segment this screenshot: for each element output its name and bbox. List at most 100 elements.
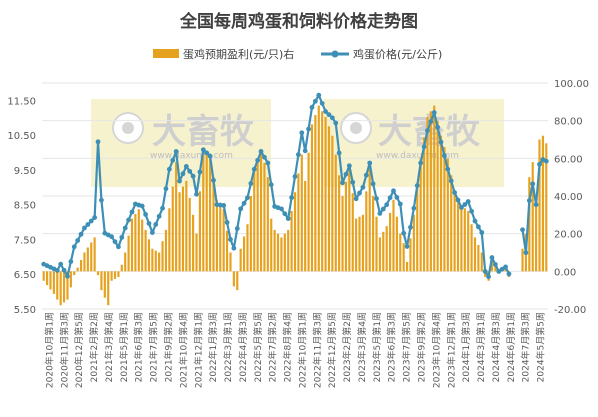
x-tick-label: 2024年3月第1周 [475, 312, 487, 382]
x-tick-label: 2022年4月第3周 [237, 312, 249, 382]
egg-price-point [333, 120, 339, 126]
profit-bar [259, 148, 263, 272]
profit-bar [161, 241, 164, 272]
y-right-tick-label: -20.00 [554, 305, 586, 316]
profit-bar [375, 216, 378, 272]
profit-bar [120, 264, 123, 272]
profit-bar [293, 192, 297, 272]
profit-bar [124, 252, 127, 272]
egg-price-point [530, 181, 536, 187]
egg-price-line [41, 92, 549, 280]
profit-bar [73, 271, 76, 276]
egg-price-point [486, 274, 491, 280]
egg-price-point [336, 150, 342, 156]
profit-bar [127, 235, 130, 272]
profit-bar [185, 180, 188, 272]
profit-bar [429, 111, 432, 272]
profit-bar [473, 237, 477, 272]
profit-bar [422, 137, 426, 272]
profit-bar [443, 147, 446, 272]
egg-price-point [469, 208, 474, 214]
x-tick-label: 2024年5月第5周 [535, 312, 547, 382]
egg-price-point [200, 147, 206, 153]
egg-price-point [282, 211, 288, 217]
egg-price-point [350, 179, 356, 185]
x-tick-label: 2021年2月第2周 [88, 312, 100, 382]
profit-bar [399, 233, 402, 272]
profit-bar [69, 271, 72, 288]
egg-price-point [445, 166, 451, 172]
x-tick-label: 2021年9月第2周 [163, 312, 175, 382]
profit-bar [545, 143, 548, 272]
egg-price-point [353, 196, 359, 202]
egg-price-point [295, 152, 301, 158]
x-tick-label: 2022年1月第3周 [207, 312, 219, 382]
egg-price-point [302, 148, 308, 154]
profit-bar [450, 175, 453, 272]
y-left-tick-label: 8.50 [14, 201, 36, 212]
y-right-tick-label: 40.00 [554, 192, 583, 203]
egg-price-point [146, 221, 152, 226]
egg-price-point [65, 273, 70, 279]
egg-price-point [425, 128, 430, 134]
profit-bar [334, 154, 337, 272]
egg-price-point [54, 268, 60, 273]
profit-bar [178, 192, 181, 272]
svg-text:www.daxumu.com: www.daxumu.com [376, 151, 459, 161]
egg-price-point [448, 178, 454, 184]
egg-price-point [71, 244, 77, 250]
egg-price-point [455, 197, 461, 203]
egg-price-point [85, 222, 91, 227]
egg-price-point [404, 244, 410, 249]
profit-bar [392, 199, 395, 272]
egg-price-point [268, 182, 274, 188]
profit-bar [484, 271, 487, 277]
profit-bar [321, 111, 324, 272]
profit-bar [310, 124, 314, 272]
profit-bar [222, 209, 225, 272]
egg-price-point [228, 237, 233, 242]
egg-price-point [78, 231, 84, 237]
profit-bar [355, 218, 358, 272]
x-tick-label: 2022年5月第5周 [252, 312, 264, 382]
egg-price-point [343, 171, 349, 177]
egg-price-point [442, 153, 447, 159]
profit-bar [171, 186, 174, 272]
egg-price-point [153, 221, 159, 227]
egg-price-point [316, 92, 322, 98]
y-left-tick-label: 6.50 [14, 270, 36, 281]
profit-bar [249, 196, 252, 272]
profit-bar [188, 197, 191, 272]
profit-bar [270, 218, 273, 272]
egg-price-point [99, 197, 104, 203]
profit-bar [426, 116, 429, 272]
egg-price-point [88, 218, 94, 224]
profit-bar [283, 233, 286, 272]
egg-price-point [95, 139, 101, 145]
profit-bar [236, 271, 239, 291]
profit-bar [107, 271, 110, 306]
egg-price-point [452, 190, 458, 195]
egg-price-point [180, 171, 186, 177]
egg-price-point [374, 196, 379, 202]
egg-price-point [160, 205, 165, 211]
egg-price-point [262, 154, 267, 160]
egg-price-point [387, 195, 393, 201]
profit-bar [93, 237, 96, 272]
profit-bar [151, 248, 154, 272]
x-tick-label: 2022年10月第1周 [296, 312, 308, 388]
egg-price-point [197, 169, 203, 175]
profit-bar [456, 198, 460, 272]
egg-price-point [143, 212, 148, 217]
x-tick-label: 2020年10月第1周 [43, 312, 55, 388]
egg-price-point [414, 183, 420, 188]
y-left-tick-label: 10.50 [7, 131, 36, 142]
profit-bar [317, 105, 320, 272]
profit-bar [52, 271, 55, 294]
profit-bar [372, 196, 375, 272]
profit-bar [263, 163, 266, 272]
profit-bar [460, 205, 463, 272]
egg-price-point [306, 126, 311, 132]
profit-bar [83, 252, 86, 272]
